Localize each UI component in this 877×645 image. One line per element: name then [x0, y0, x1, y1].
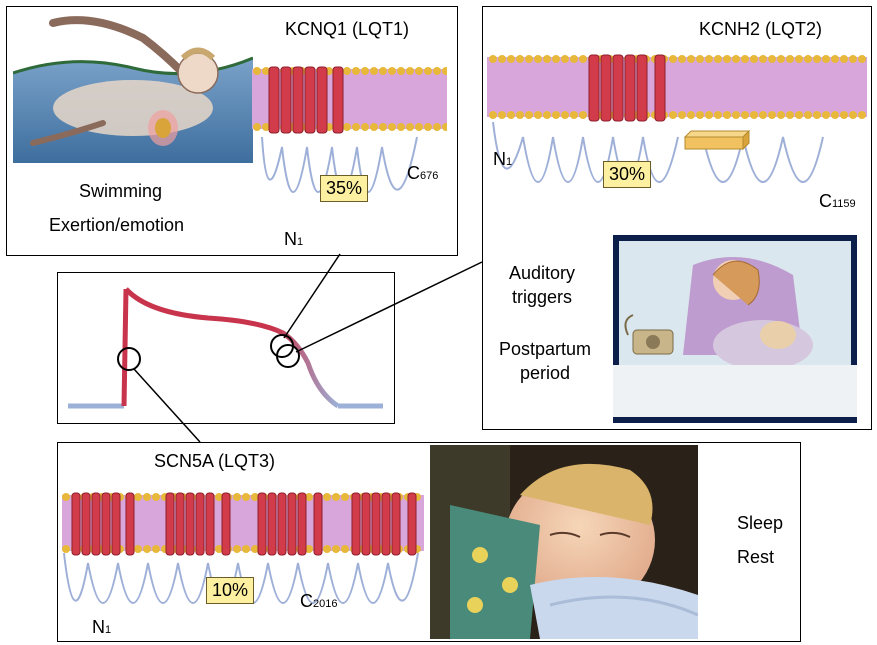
ap-plateau: [124, 287, 340, 409]
lqt1-n-terminus: N1: [284, 229, 304, 249]
swimmer-illustration: [13, 13, 253, 163]
lqt1-panel: KCNQ1 (LQT1) 35% C676 N1 Swimming: [6, 6, 458, 256]
lqt2-loops: [492, 121, 824, 183]
ap-upstroke: [121, 288, 129, 407]
mother-nursing-illustration: [613, 235, 857, 423]
lqt2-panel: KCNH2 (LQT2) N1 30%: [482, 6, 872, 430]
lqt1-gene-label: KCNQ1 (LQT1): [285, 19, 410, 39]
lqt1-channel-diagram: [252, 66, 447, 193]
action-potential-trace: [68, 287, 383, 409]
lqt2-channel-diagram: [487, 54, 867, 183]
lqt3-helices: [71, 492, 417, 556]
lqt2-helices: [588, 54, 666, 122]
sleeping-child-photo: [430, 445, 698, 639]
lqt3-gene-label: SCN5A (LQT3): [154, 451, 276, 471]
ap-circle-upstroke: [117, 347, 141, 371]
ap-circle-repol-2: [276, 344, 300, 368]
lqt2-c-terminus: C1159: [819, 191, 856, 211]
lqt2-trigger-postpartum: Postpartum period: [498, 339, 592, 383]
lqt2-cnbd-block: [683, 129, 751, 151]
lqt3-c-terminus: C2016: [300, 591, 338, 611]
lqt3-loops: [63, 552, 419, 604]
lqt2-membrane: [487, 55, 867, 119]
lqt1-trigger-exertion: Exertion/emotion: [49, 215, 185, 235]
action-potential-panel: [57, 272, 395, 424]
lqt2-gene-label: KCNH2 (LQT2): [699, 19, 823, 39]
lqt1-trigger-swimming: Swimming: [79, 181, 163, 201]
lqt2-n-terminus: N1: [493, 149, 513, 169]
lqt2-trigger-auditory: Auditory triggers: [508, 263, 576, 307]
lqt3-trigger-sleep: Sleep: [737, 513, 784, 533]
lqt1-helices: [268, 66, 344, 134]
lqt3-trigger-rest: Rest: [737, 547, 775, 567]
lqt3-n-terminus: N1: [92, 617, 112, 637]
lqt1-percentage: 35%: [320, 175, 369, 202]
lqt3-panel: SCN5A (LQT3) 10% C2016 N1: [57, 442, 801, 642]
lqt3-channel-diagram: [62, 492, 424, 604]
lqt2-percentage: 30%: [603, 161, 652, 188]
lqt1-loops: [261, 136, 418, 193]
lqt3-percentage: 10%: [206, 577, 255, 604]
lqt1-c-terminus: C676: [407, 163, 439, 183]
